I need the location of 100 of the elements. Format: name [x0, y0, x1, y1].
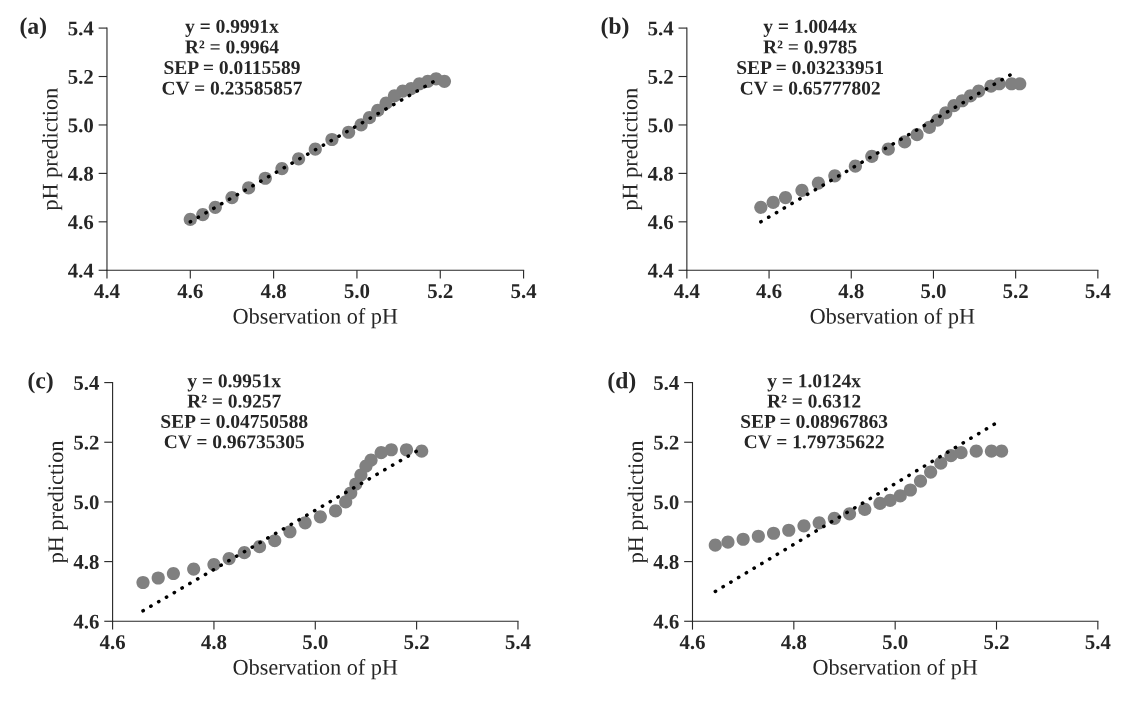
annotation: y = 1.0044x — [763, 19, 857, 37]
x-tick-label: 5.2 — [428, 284, 453, 299]
annotation: SEP = 0.03233951 — [737, 61, 884, 75]
annotation: R² = 0.6312 — [767, 394, 861, 408]
point — [812, 516, 826, 530]
point — [437, 74, 452, 88]
point — [384, 443, 398, 457]
x-tick-label: 5.0 — [882, 635, 908, 650]
point — [782, 523, 796, 537]
point — [292, 152, 306, 166]
point — [994, 444, 1009, 458]
chart-title: (c) — [28, 371, 53, 394]
y-tick-label: 5.2 — [648, 69, 673, 85]
point — [969, 444, 983, 458]
y-tick-label: 4.6 — [73, 614, 99, 629]
x-tick-label: 4.8 — [201, 635, 227, 650]
point — [342, 125, 356, 139]
point — [842, 507, 857, 521]
point — [924, 465, 938, 479]
point — [399, 443, 414, 457]
point — [754, 200, 768, 214]
point — [283, 525, 297, 539]
x-tick-label: 4.6 — [756, 284, 782, 299]
x-tick-label: 5.4 — [505, 635, 531, 650]
point — [795, 183, 809, 197]
chart-title: (d) — [608, 371, 636, 394]
point — [151, 571, 165, 585]
y-tick-label: 4.4 — [647, 263, 674, 278]
point — [751, 529, 765, 543]
point — [136, 575, 150, 590]
x-tick-label: 5.4 — [1085, 635, 1111, 650]
x-axis-title: Observation of pH — [813, 658, 978, 680]
y-axis-title: pH prediction — [627, 440, 648, 563]
y-tick-label: 4.8 — [653, 554, 679, 570]
x-axis-title: Observation of pH — [233, 658, 398, 680]
x-tick-label: 5.0 — [344, 284, 370, 299]
point — [183, 212, 197, 226]
annotation: y = 0.9991x — [185, 19, 279, 37]
x-tick-label: 5.2 — [1003, 284, 1028, 299]
point — [972, 84, 986, 98]
point — [736, 532, 750, 546]
x-tick-label: 4.4 — [674, 284, 700, 299]
x-tick-label: 5.2 — [984, 635, 1009, 650]
point — [328, 504, 343, 518]
point — [308, 142, 322, 156]
point — [268, 534, 282, 548]
point — [721, 535, 735, 549]
point — [858, 502, 872, 516]
point — [954, 446, 968, 460]
y-axis-title: pH prediction — [42, 88, 63, 211]
annotation: y = 0.9951x — [187, 374, 281, 392]
y-axis-title: pH prediction — [621, 88, 643, 211]
x-tick-label: 5.2 — [404, 635, 429, 650]
x-tick-label: 4.6 — [99, 635, 126, 650]
x-tick-label: 4.8 — [781, 635, 807, 650]
x-tick-label: 4.8 — [838, 284, 864, 299]
point — [1013, 77, 1027, 91]
y-tick-label: 5.2 — [74, 435, 99, 450]
y-tick-label: 4.8 — [68, 166, 94, 181]
point — [903, 483, 917, 497]
y-tick-label: 5.4 — [648, 21, 674, 36]
chart-title: (b) — [601, 17, 629, 39]
point — [766, 526, 781, 540]
y-tick-label: 4.6 — [653, 614, 679, 629]
point — [187, 562, 201, 576]
point — [708, 538, 722, 552]
x-tick-label: 5.4 — [511, 284, 537, 299]
annotation: R² = 0.9785 — [763, 40, 857, 54]
y-tick-label: 5.0 — [74, 495, 99, 510]
x-tick-label: 5.0 — [921, 284, 946, 299]
y-tick-label: 4.6 — [68, 215, 94, 230]
y-tick-label: 5.4 — [74, 376, 100, 391]
point — [766, 195, 780, 210]
point — [778, 191, 793, 205]
x-axis-title: Observation of pH — [810, 307, 975, 329]
annotation: CV = 0.23585857 — [162, 81, 302, 95]
y-tick-label: 4.4 — [68, 263, 94, 278]
point — [166, 566, 180, 581]
annotation: SEP = 0.04750588 — [161, 414, 308, 429]
y-tick-label: 5.0 — [68, 118, 93, 133]
x-axis-title: Observation of pH — [233, 307, 398, 329]
point — [883, 493, 897, 508]
point — [415, 444, 429, 458]
annotation: CV = 0.96735305 — [164, 435, 304, 449]
y-tick-label: 5.2 — [68, 69, 93, 85]
x-tick-label: 4.4 — [94, 284, 120, 299]
y-tick-label: 4.8 — [73, 554, 99, 570]
y-tick-label: 5.2 — [654, 435, 679, 450]
annotation: R² = 0.9257 — [187, 394, 281, 408]
x-tick-label: 5.0 — [303, 635, 328, 650]
x-tick-label: 4.8 — [260, 284, 286, 299]
x-tick-label: 4.6 — [679, 635, 705, 650]
chart-title: (a) — [20, 17, 46, 39]
point — [934, 456, 948, 470]
point — [237, 546, 251, 560]
y-tick-label: 4.6 — [647, 215, 674, 230]
point — [298, 516, 312, 530]
y-tick-label: 5.4 — [68, 21, 94, 36]
y-tick-label: 5.0 — [648, 118, 673, 133]
point — [313, 510, 327, 524]
